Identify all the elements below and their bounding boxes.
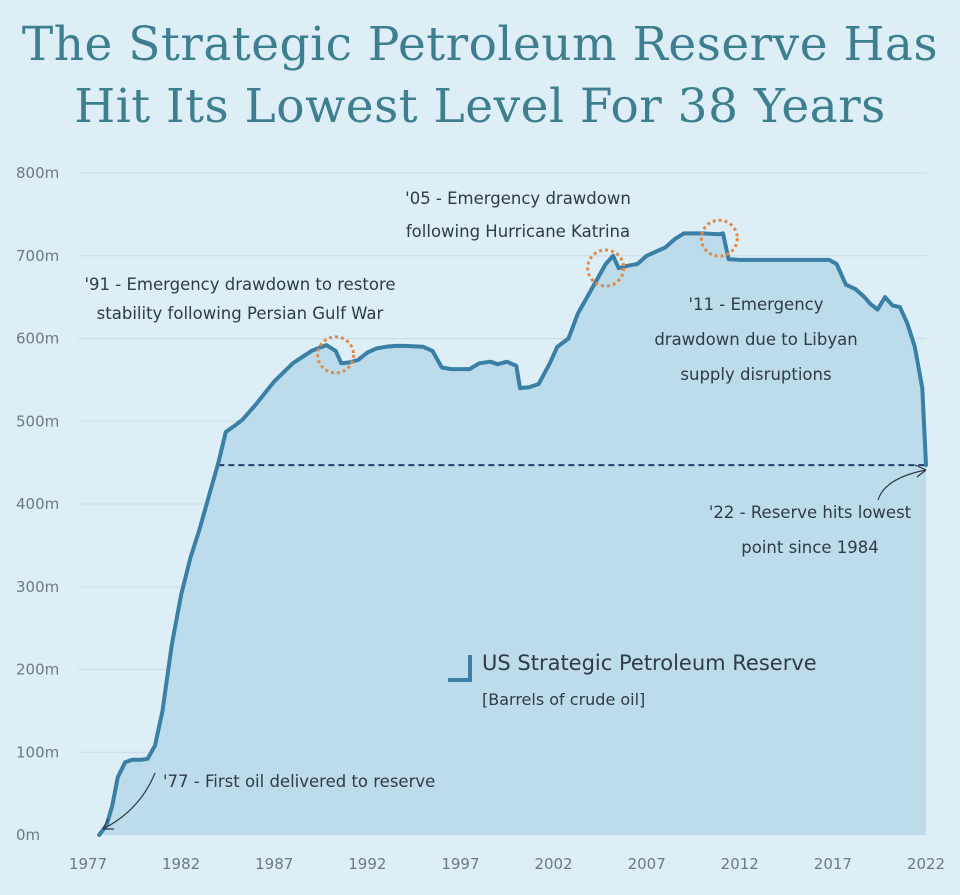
drawdown-highlight-0	[316, 335, 356, 375]
x-tick-label-1977: 1977	[69, 855, 107, 873]
annotation-a05-line-2: following Hurricane Katrina	[406, 222, 630, 241]
drawdown-highlights	[316, 218, 739, 375]
annotation-a11-line-3: supply disruptions	[680, 365, 831, 384]
x-tick-label-2017: 2017	[814, 855, 852, 873]
annotation-a91: '91 - Emergency drawdown to restore stabi…	[84, 275, 395, 323]
y-tick-label-600m: 600m	[16, 330, 59, 348]
annotation-a91-line-2: stability following Persian Gulf War	[97, 304, 384, 323]
reserve-series-line	[97, 231, 928, 837]
y-axis-ticks: 0m 100m 200m 300m 400m 500m 600m 700m 800m	[16, 164, 59, 844]
reserve-area-fill	[99, 233, 926, 835]
x-tick-label-1997: 1997	[441, 855, 479, 873]
legend-sublabel: [Barrels of crude oil]	[482, 690, 645, 709]
x-tick-label-2022: 2022	[907, 855, 945, 873]
annotation-a11: '11 - Emergency drawdown due to Libyan sup…	[654, 295, 857, 384]
y-tick-label-100m: 100m	[16, 743, 59, 761]
arrow-77-head-icon	[102, 818, 114, 830]
chart-legend: US Strategic Petroleum Reserve [Barrels …	[448, 651, 817, 709]
arrow-22-icon	[877, 469, 927, 501]
annotation-a05: '05 - Emergency drawdown following Hurric…	[405, 189, 631, 241]
x-tick-label-2012: 2012	[721, 855, 759, 873]
x-tick-label-1982: 1982	[162, 855, 200, 873]
legend-label: US Strategic Petroleum Reserve	[482, 651, 817, 675]
x-tick-label-2002: 2002	[534, 855, 572, 873]
legend-swatch-icon	[448, 655, 472, 682]
annotation-a11-line-2: drawdown due to Libyan	[654, 330, 857, 349]
x-axis-ticks: 1977 1982 1987 1992 1997 2002 2007 2012 2017 2022	[69, 855, 945, 873]
drawdown-highlight-2	[699, 218, 739, 258]
drawdown-highlight-1	[586, 248, 626, 288]
annotation-a11-line-1: '11 - Emergency	[688, 295, 823, 314]
y-tick-label-400m: 400m	[16, 495, 59, 513]
y-tick-label-0m: 0m	[16, 826, 40, 844]
chart-annotations: '77 - First oil delivered to reserve '91 …	[84, 189, 927, 830]
y-tick-label-300m: 300m	[16, 578, 59, 596]
x-tick-label-2007: 2007	[628, 855, 666, 873]
annotation-a22: '22 - Reserve hits lowest point since 198…	[709, 503, 912, 557]
annotation-a05-line-1: '05 - Emergency drawdown	[405, 189, 631, 208]
annotation-a77: '77 - First oil delivered to reserve	[163, 772, 435, 791]
arrow-77-icon	[102, 772, 156, 830]
annotation-a22-line-2: point since 1984	[741, 538, 878, 557]
x-tick-label-1992: 1992	[348, 855, 386, 873]
y-tick-label-500m: 500m	[16, 412, 59, 430]
annotation-a77-line-1: '77 - First oil delivered to reserve	[163, 772, 435, 791]
annotation-a22-line-1: '22 - Reserve hits lowest	[709, 503, 912, 522]
x-tick-label-1987: 1987	[255, 855, 293, 873]
y-tick-label-200m: 200m	[16, 661, 59, 679]
chart-title: The Strategic Petroleum Reserve Has Hit …	[0, 14, 960, 138]
chart-title-line-1: The Strategic Petroleum Reserve Has	[21, 17, 939, 72]
arrow-22-head-icon	[914, 464, 927, 478]
y-tick-label-700m: 700m	[16, 247, 59, 265]
annotation-a91-line-1: '91 - Emergency drawdown to restore	[84, 275, 395, 294]
y-tick-label-800m: 800m	[16, 164, 59, 182]
chart-title-line-2: Hit Its Lowest Level For 38 Years	[74, 79, 886, 134]
